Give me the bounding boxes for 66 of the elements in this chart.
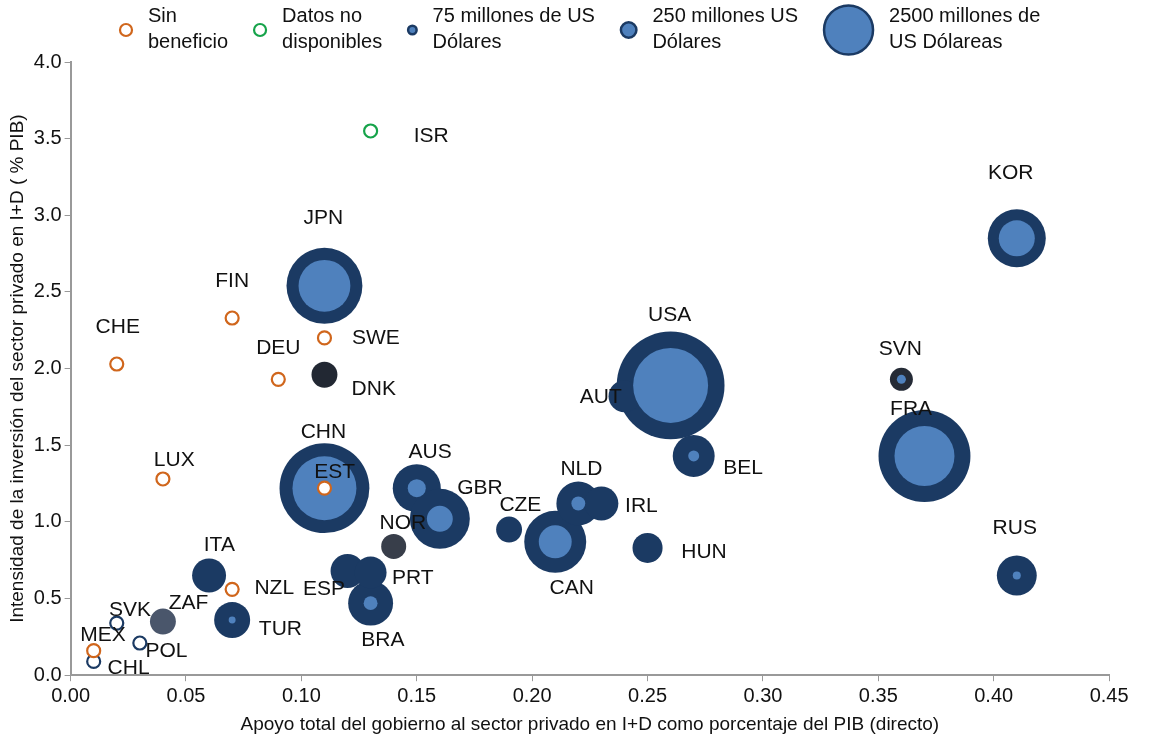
annotation: AUS bbox=[408, 439, 452, 463]
annotation: NZL bbox=[254, 575, 295, 599]
annotation: MEX bbox=[80, 621, 126, 645]
x-tick-label: 0.00 bbox=[51, 683, 91, 706]
annotation: FIN bbox=[215, 267, 250, 291]
annotation: ZAF bbox=[168, 590, 209, 614]
annotation: KOR bbox=[987, 159, 1034, 183]
legend-label: Sin beneficio bbox=[148, 3, 229, 52]
annotation: CHE bbox=[95, 313, 140, 337]
annotation: ITA bbox=[203, 531, 235, 555]
legend-label: Datos no disponibles bbox=[282, 3, 383, 52]
y-tick-label: 2.5 bbox=[33, 279, 62, 302]
point bbox=[86, 643, 102, 659]
y-axis-title: Intensidad de la inversión del sector privado en I+D ( % PIB) bbox=[5, 114, 27, 623]
annotation: DNK bbox=[351, 376, 396, 400]
annotation: BRA bbox=[361, 626, 405, 650]
annotation: ISR bbox=[413, 123, 449, 147]
y-tick-label: 2.0 bbox=[33, 356, 62, 379]
point bbox=[316, 330, 333, 346]
point bbox=[363, 123, 379, 139]
y-tick-label: 0.0 bbox=[33, 662, 62, 685]
annotation: HUN bbox=[681, 538, 727, 562]
x-tick-label: 0.40 bbox=[974, 683, 1014, 706]
y-tick-label: 0.5 bbox=[33, 586, 62, 609]
x-tick-label: 0.15 bbox=[397, 683, 437, 706]
x-tick-label: 0.10 bbox=[281, 683, 321, 706]
x-tick-label: 0.05 bbox=[166, 683, 206, 706]
point bbox=[155, 471, 171, 487]
annotation: SWE bbox=[351, 324, 400, 348]
x-tick-label: 0.35 bbox=[858, 683, 898, 706]
annotation: CHN bbox=[300, 419, 347, 443]
annotation: NLD bbox=[560, 455, 603, 479]
annotation: SVK bbox=[109, 597, 152, 621]
y-tick-label: 1.5 bbox=[33, 432, 62, 455]
point bbox=[109, 356, 125, 372]
x-tick-label: 0.20 bbox=[512, 683, 552, 706]
y-tick-label: 1.0 bbox=[33, 509, 62, 532]
annotation: SVN bbox=[878, 335, 922, 359]
x-tick-label: 0.30 bbox=[743, 683, 783, 706]
annotation: BEL bbox=[723, 455, 763, 479]
legend-label: 2500 millones de US Dólareas bbox=[889, 3, 1041, 52]
point bbox=[132, 635, 148, 651]
annotation: DEU bbox=[256, 334, 301, 358]
annotation: USA bbox=[648, 301, 692, 325]
point bbox=[224, 581, 240, 597]
annotation: TUR bbox=[258, 616, 303, 640]
y-tick-label: 3.5 bbox=[33, 126, 62, 149]
annotation: POL bbox=[145, 638, 188, 662]
annotation: CAN bbox=[549, 574, 594, 598]
x-tick-label: 0.45 bbox=[1089, 683, 1129, 706]
legend-label: 250 millones US Dólares bbox=[652, 3, 799, 52]
x-axis-title: Apoyo total del gobierno al sector privado en I+D como porcentaje del PIB (directo) bbox=[240, 712, 940, 734]
point bbox=[224, 310, 240, 326]
annotation: IRL bbox=[625, 493, 658, 517]
annotation: EST bbox=[314, 459, 356, 483]
annotation: PRT bbox=[391, 564, 434, 588]
legend-label: 75 millones de US Dólares bbox=[432, 3, 595, 52]
x-tick-label: 0.25 bbox=[628, 683, 668, 706]
y-tick-label: 4.0 bbox=[33, 49, 62, 72]
annotation: RUS bbox=[992, 515, 1037, 539]
annotation: LUX bbox=[153, 446, 195, 470]
point bbox=[270, 371, 286, 387]
annotation: GBR bbox=[457, 475, 503, 499]
y-tick-label: 3.0 bbox=[33, 202, 62, 225]
annotation: JPN bbox=[303, 205, 344, 229]
annotation: ESP bbox=[302, 575, 345, 599]
